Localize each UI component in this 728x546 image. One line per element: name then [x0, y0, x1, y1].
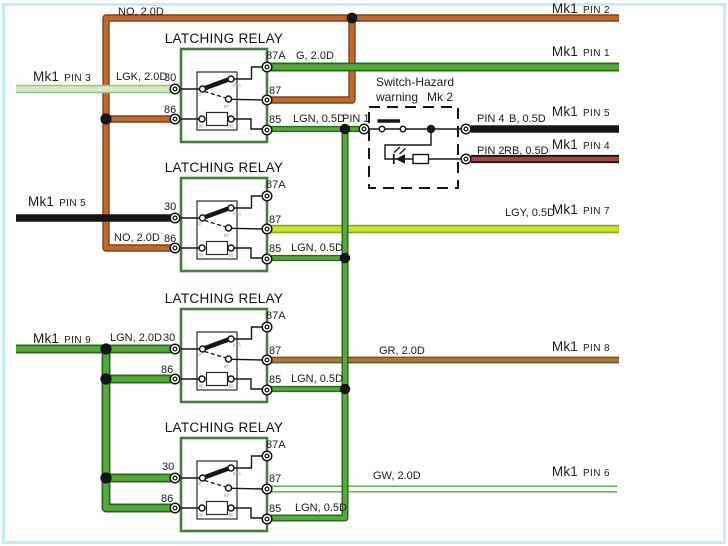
switch-box-dashed-outline: [368, 106, 459, 189]
wire-label-lgk: LGK, 2.0D: [116, 71, 168, 83]
connector-label-mk1-pin8: Mk1 PIN 8: [551, 339, 610, 354]
relay-4-title: LATCHING RELAY: [164, 420, 284, 435]
switch-junction-dot: [426, 124, 436, 134]
wire-label-lgn05-relay2: LGN, 0.5D: [291, 242, 343, 254]
relay-3-title: LATCHING RELAY: [164, 291, 284, 306]
wire-label-lgn05-relay3: LGN, 0.5D: [291, 373, 343, 385]
relay-3-terminal-label-85: 85: [269, 374, 282, 386]
wire-lgn-trunk-left: [16, 344, 171, 513]
wire-label-lgn05-relay1: LGN, 0.5D: [293, 113, 345, 125]
relay-1-terminal-label-87: 87: [269, 85, 282, 97]
relay-1-terminal-label-87a: 87A: [266, 50, 286, 62]
relay-2-terminal-label-87: 87: [269, 214, 282, 226]
relay-4-terminal-label-87: 87: [269, 473, 282, 485]
junction-dots: [100, 12, 358, 484]
switch-indicator-line: [384, 129, 462, 160]
switch-contact-left: [378, 125, 386, 133]
relay-1-terminal-label-85: 85: [269, 114, 282, 126]
connector-label-mk1-pin5-right: Mk1 PIN 5: [551, 104, 610, 119]
relay-2-terminal-label-85: 85: [269, 243, 282, 255]
wire-label-lgy: LGY, 0.5D: [505, 207, 555, 219]
relay-1-terminal-label-86: 86: [164, 104, 177, 116]
latching-relay-2: [170, 178, 272, 271]
wire-label-rb: RB, 0.5D: [504, 145, 549, 157]
latching-relay-4: [170, 438, 272, 531]
switch-hazard-box: [358, 106, 472, 189]
connector-label-mk1-pin5-left: Mk1 PIN 5: [28, 194, 87, 209]
wire-label-lgn20: LGN, 2.0D: [110, 332, 162, 344]
led-arrows-icon: [393, 146, 406, 155]
switch-pin1-terminal: [358, 123, 370, 135]
switch-box-variant: Mk 2: [427, 90, 454, 104]
wire-label-pin2: PIN 2: [477, 145, 505, 157]
switch-box-title-line1: Switch-Hazard: [376, 75, 455, 89]
wire-no-orange-loop: [102, 14, 619, 252]
relay-3-terminal-label-86: 86: [161, 364, 174, 376]
wire-label-g: G, 2.0D: [296, 50, 334, 62]
relay-4-terminal-label-87a: 87A: [266, 439, 286, 451]
connector-label-mk1-pin2: Mk1 PIN 2: [551, 1, 610, 16]
relay-1-title: LATCHING RELAY: [164, 31, 284, 46]
latching-relay-1: [170, 49, 272, 142]
switch-contact-right: [399, 125, 407, 133]
wire-label-pin1: PIN 1: [342, 113, 370, 125]
resistor-icon: [412, 153, 430, 165]
connector-label-mk1-pin6: Mk1 PIN 6: [551, 464, 610, 479]
connector-label-mk1-pin3: Mk1 PIN 3: [33, 69, 92, 84]
wire-label-no-relay2: NO, 2.0D: [114, 232, 160, 244]
connector-label-mk1-pin4: Mk1 PIN 4: [551, 137, 610, 152]
relay-3-terminal-label-87a: 87A: [266, 310, 286, 322]
switch-pin2-terminal: [460, 153, 472, 165]
wire-label-gr: GR, 2.0D: [379, 345, 425, 357]
switch-box-title-line2: warning: [376, 90, 419, 104]
relay-4-terminal-label-86: 86: [161, 493, 174, 505]
wire-label-pin4: PIN 4: [477, 113, 505, 125]
led-diode-icon: [395, 154, 405, 164]
latching-relay-3: [170, 309, 272, 402]
relay-4-terminal-label-30: 30: [162, 461, 175, 473]
relay-4-terminal-label-85: 85: [269, 503, 282, 515]
connector-label-mk1-pin9: Mk1 PIN 9: [33, 331, 92, 346]
wire-label-no-top: NO, 2.0D: [118, 6, 164, 18]
relay-2-title: LATCHING RELAY: [164, 160, 284, 175]
relay-3-terminal-label-87: 87: [269, 345, 282, 357]
wire-label-gw: GW, 2.0D: [373, 470, 421, 482]
connector-label-mk1-pin1: Mk1 PIN 1: [551, 44, 610, 59]
relay-2-terminal-label-30: 30: [164, 201, 177, 213]
wire-label-lgn05-relay4: LGN, 0.5D: [295, 502, 347, 514]
relay-2-terminal-label-87a: 87A: [266, 179, 286, 191]
relay-1-terminal-label-30: 30: [164, 72, 177, 84]
relay-3-terminal-label-30: 30: [163, 332, 176, 344]
switch-pin4-terminal: [460, 123, 472, 135]
wire-label-b: B, 0.5D: [509, 113, 546, 125]
connector-label-mk1-pin7: Mk1 PIN 7: [551, 202, 610, 217]
relay-2-terminal-label-86: 86: [164, 233, 177, 245]
